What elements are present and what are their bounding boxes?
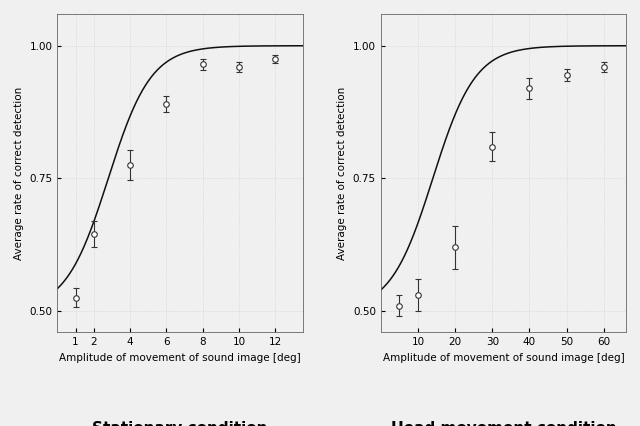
Text: Stationary condition: Stationary condition [92,421,268,426]
Text: Head movement condition: Head movement condition [390,421,616,426]
X-axis label: Amplitude of movement of sound image [deg]: Amplitude of movement of sound image [de… [383,353,624,363]
Y-axis label: Average rate of correct detection: Average rate of correct detection [337,86,348,260]
Y-axis label: Average rate of correct detection: Average rate of correct detection [14,86,24,260]
X-axis label: Amplitude of movement of sound image [deg]: Amplitude of movement of sound image [de… [59,353,301,363]
